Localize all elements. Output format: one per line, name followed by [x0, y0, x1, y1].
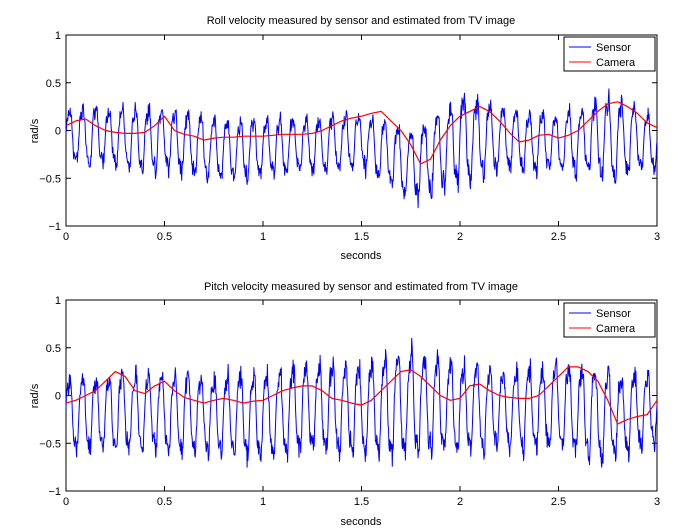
x-tick-label: 0	[63, 231, 69, 243]
y-tick-label: 0	[55, 391, 61, 403]
x-axis-label: seconds	[341, 250, 382, 262]
y-tick-label: −1	[48, 221, 61, 233]
y-axis-label: rad/s	[29, 118, 41, 143]
camera-series-line	[65, 101, 658, 165]
legend-box	[563, 302, 656, 338]
x-tick-label: 2	[457, 496, 463, 508]
axis-ticks: 0 0.5 1 1.5 2 2.5 3 −1 −0.5 0 0.5 1	[39, 30, 660, 243]
pitch-velocity-chart: Pitch velocity measured by sensor and es…	[29, 281, 660, 528]
x-tick-label: 1	[260, 496, 266, 508]
y-tick-label: −0.5	[39, 173, 61, 185]
x-tick-label: 1.5	[354, 496, 369, 508]
legend-camera-label: Camera	[596, 323, 636, 335]
y-tick-label: 1	[55, 295, 61, 307]
y-tick-label: −1	[48, 486, 61, 498]
y-tick-label: 1	[55, 30, 61, 42]
series-lines	[65, 337, 658, 468]
series-lines	[65, 88, 658, 209]
legend: Sensor Camera	[563, 302, 656, 338]
x-tick-label: 2	[457, 231, 463, 243]
x-tick-label: 0.5	[157, 496, 172, 508]
x-axis-label: seconds	[341, 516, 382, 528]
y-axis-label: rad/s	[29, 383, 41, 408]
y-tick-label: 0.5	[46, 343, 61, 355]
roll-velocity-chart: Roll velocity measured by sensor and est…	[29, 15, 660, 262]
y-tick-label: 0	[55, 126, 61, 138]
legend-sensor-label: Sensor	[596, 42, 631, 54]
legend-sensor-label: Sensor	[596, 308, 631, 320]
x-tick-label: 0.5	[157, 231, 172, 243]
legend-camera-label: Camera	[596, 57, 636, 69]
sensor-series-line	[65, 88, 658, 209]
y-tick-label: −0.5	[39, 438, 61, 450]
sensor-series-line	[65, 337, 658, 468]
chart-title: Roll velocity measured by sensor and est…	[207, 15, 516, 27]
x-tick-label: 2.5	[551, 231, 566, 243]
legend: Sensor Camera	[563, 36, 656, 72]
x-tick-label: 3	[654, 231, 660, 243]
y-tick-label: 0.5	[46, 78, 61, 90]
x-tick-label: 1	[260, 231, 266, 243]
camera-series-line	[65, 366, 658, 425]
x-tick-label: 3	[654, 496, 660, 508]
axis-ticks: 0 0.5 1 1.5 2 2.5 3 −1 −0.5 0 0.5 1	[39, 295, 660, 508]
chart-title: Pitch velocity measured by sensor and es…	[204, 281, 518, 293]
x-tick-label: 1.5	[354, 231, 369, 243]
legend-box	[563, 36, 656, 72]
x-tick-label: 0	[63, 496, 69, 508]
x-tick-label: 2.5	[551, 496, 566, 508]
